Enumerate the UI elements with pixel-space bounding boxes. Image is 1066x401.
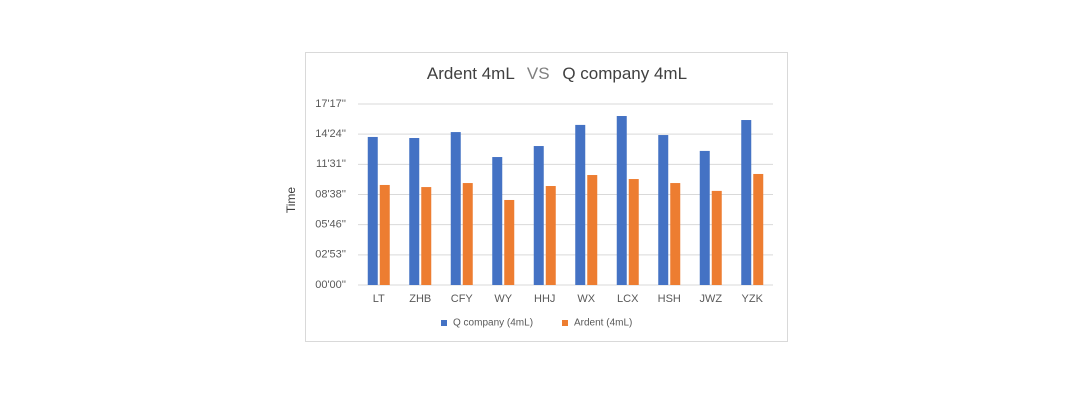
y-tick-label: 14'24'' (315, 128, 346, 140)
bar (699, 150, 710, 285)
y-tick-label: 08'38'' (315, 188, 346, 200)
bar (753, 173, 764, 285)
bar (616, 116, 627, 285)
x-tick-label: WY (494, 293, 512, 305)
bar (575, 124, 586, 286)
bar (367, 136, 378, 285)
bar (670, 183, 681, 285)
x-tick-label: LT (373, 293, 385, 305)
bar (711, 190, 722, 285)
x-tick-label: HHJ (534, 293, 555, 305)
y-tick-label: 02'53'' (315, 249, 346, 261)
title-part: Ardent 4mL (427, 64, 514, 83)
bar (533, 146, 544, 285)
legend-swatch (441, 320, 447, 326)
bar (545, 186, 556, 285)
chart-title: Ardent 4mL VS Q company 4mL (427, 64, 687, 83)
y-tick-label: 11'31'' (316, 158, 346, 170)
bar (462, 183, 473, 285)
y-tick-label: 00'00'' (315, 279, 346, 291)
y-axis-label: Time (284, 187, 298, 214)
bar (450, 132, 461, 285)
bar (492, 157, 503, 285)
x-tick-label: ZHB (409, 293, 431, 305)
x-tick-label: HSH (658, 293, 681, 305)
title-part: Q company 4mL (562, 64, 687, 83)
legend-label: Ardent (4mL) (574, 318, 632, 329)
x-tick-label: YZK (742, 293, 764, 305)
bar (741, 120, 752, 286)
bar (587, 175, 598, 285)
x-tick-label: WX (577, 293, 595, 305)
bar (421, 187, 432, 285)
legend-swatch (562, 320, 568, 326)
y-tick-label: 17'17'' (315, 98, 346, 110)
x-tick-label: LCX (617, 293, 639, 305)
x-tick-label: CFY (451, 293, 474, 305)
bar (504, 199, 515, 285)
x-tick-label: JWZ (699, 293, 722, 305)
bar (628, 179, 639, 285)
bar (379, 184, 390, 285)
bar (658, 135, 669, 285)
title-part: VS (527, 64, 550, 83)
bar (409, 138, 420, 285)
y-tick-label: 05'46'' (315, 219, 346, 231)
legend-label: Q company (4mL) (453, 318, 533, 329)
